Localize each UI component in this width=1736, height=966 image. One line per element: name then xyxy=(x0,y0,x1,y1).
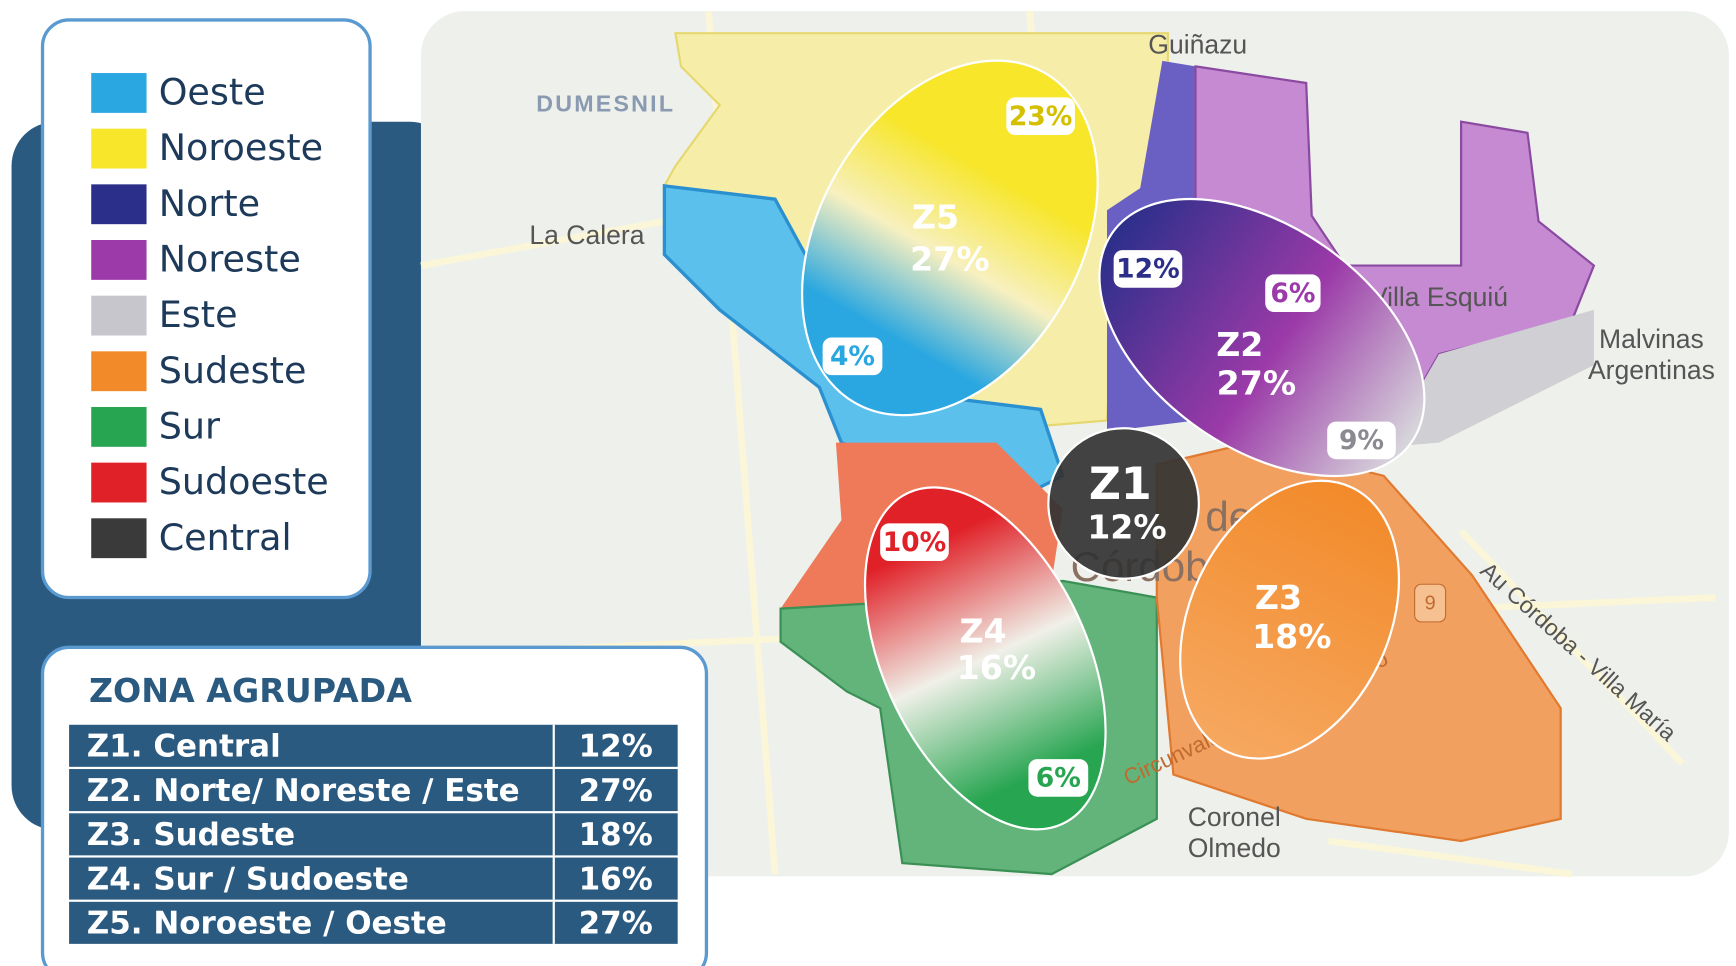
place-label: Argentinas xyxy=(1588,355,1715,385)
zone-name: Z1 xyxy=(1089,459,1152,510)
legend-label: Central xyxy=(159,516,292,559)
legend-label: Norte xyxy=(159,182,260,225)
region-este xyxy=(1372,309,1594,449)
badge-box xyxy=(1113,250,1183,288)
badge-label: 4% xyxy=(830,341,875,372)
table-row xyxy=(69,724,678,767)
legend-swatch xyxy=(91,351,147,392)
place-label: Villa Esquiú xyxy=(1370,282,1508,312)
place-label: Olmedo xyxy=(1188,833,1281,863)
place-label: Malvinas xyxy=(1599,324,1704,354)
route-shield xyxy=(1414,583,1447,623)
place-label: DUMESNIL xyxy=(536,90,675,116)
table-cell: 12% xyxy=(579,729,653,765)
badge-label: 6% xyxy=(1036,762,1081,793)
zone-name: Z5 xyxy=(912,198,959,237)
table-cell: 16% xyxy=(579,861,653,897)
legend-label: Noreste xyxy=(159,238,301,281)
place-label: Guiñazu xyxy=(1148,29,1247,59)
legend-label: Este xyxy=(159,293,238,336)
legend-swatch xyxy=(91,295,147,336)
table-cell: Z2. Norte/ Noreste / Este xyxy=(87,773,520,809)
badge-box xyxy=(880,523,949,562)
table-cell: Z5. Noroeste / Oeste xyxy=(87,906,447,942)
zone-share: 27% xyxy=(910,240,989,279)
badge-box xyxy=(1327,421,1396,460)
table-row xyxy=(69,769,678,812)
badge-box xyxy=(822,337,883,376)
legend-label: Sur xyxy=(159,405,220,448)
table-row xyxy=(69,857,678,900)
zone-share: 18% xyxy=(1252,617,1331,656)
zone-z1 xyxy=(1047,427,1200,580)
legend-swatch xyxy=(91,184,147,225)
zone-z3 xyxy=(1179,479,1401,760)
badge-label: 23% xyxy=(1009,101,1073,132)
badge-label: 9% xyxy=(1339,425,1384,456)
zone-share: 16% xyxy=(957,648,1036,687)
zone-name: Z4 xyxy=(960,611,1007,650)
table-cell: Z4. Sur / Sudoeste xyxy=(87,861,409,897)
legend-swatch xyxy=(91,406,147,447)
legend-label: Sudeste xyxy=(159,349,307,392)
route-label: 9 xyxy=(1425,592,1436,614)
zone-z4 xyxy=(863,486,1107,831)
badge-label: 10% xyxy=(883,527,947,558)
legend-swatch xyxy=(91,518,147,559)
place-label: La Calera xyxy=(529,220,644,250)
table-cell: Z3. Sudeste xyxy=(87,817,295,853)
place-label: Coronel xyxy=(1188,802,1281,832)
zone-z5 xyxy=(800,59,1099,417)
legend-swatch xyxy=(91,128,147,169)
legend-swatch xyxy=(91,73,147,113)
table-row xyxy=(69,901,678,944)
zone-name: Z2 xyxy=(1216,325,1263,364)
table-title: ZONA AGRUPADA xyxy=(89,671,412,710)
badge-box xyxy=(1028,759,1089,797)
zone-name: Z3 xyxy=(1255,578,1302,617)
badge-label: 12% xyxy=(1116,253,1180,284)
badge-box xyxy=(1265,274,1321,313)
table-cell: 27% xyxy=(579,906,653,942)
table: Z1. Central 12% Z2. Norte/ Noreste / Este 2… xyxy=(69,724,678,944)
table-cell: 27% xyxy=(579,773,653,809)
legend-label: Oeste xyxy=(159,71,266,114)
zone-share: 12% xyxy=(1087,507,1166,546)
legend-label: Noroeste xyxy=(159,126,323,169)
table-cell: Z1. Central xyxy=(87,729,281,765)
badge-label: 6% xyxy=(1270,278,1315,309)
legend-label: Sudoeste xyxy=(159,460,329,503)
legend-swatch xyxy=(91,462,147,503)
badge-box xyxy=(1006,97,1075,135)
table-cell: 18% xyxy=(579,817,653,853)
zone-share: 27% xyxy=(1217,364,1296,403)
legend-swatch xyxy=(91,240,147,280)
legend: Oeste Noroeste Norte Noreste Este Sudeste Sur S… xyxy=(91,71,329,559)
table-row xyxy=(69,813,678,856)
badges: 23% 4% 12% 6% 9% 10% 6% xyxy=(822,97,1396,797)
